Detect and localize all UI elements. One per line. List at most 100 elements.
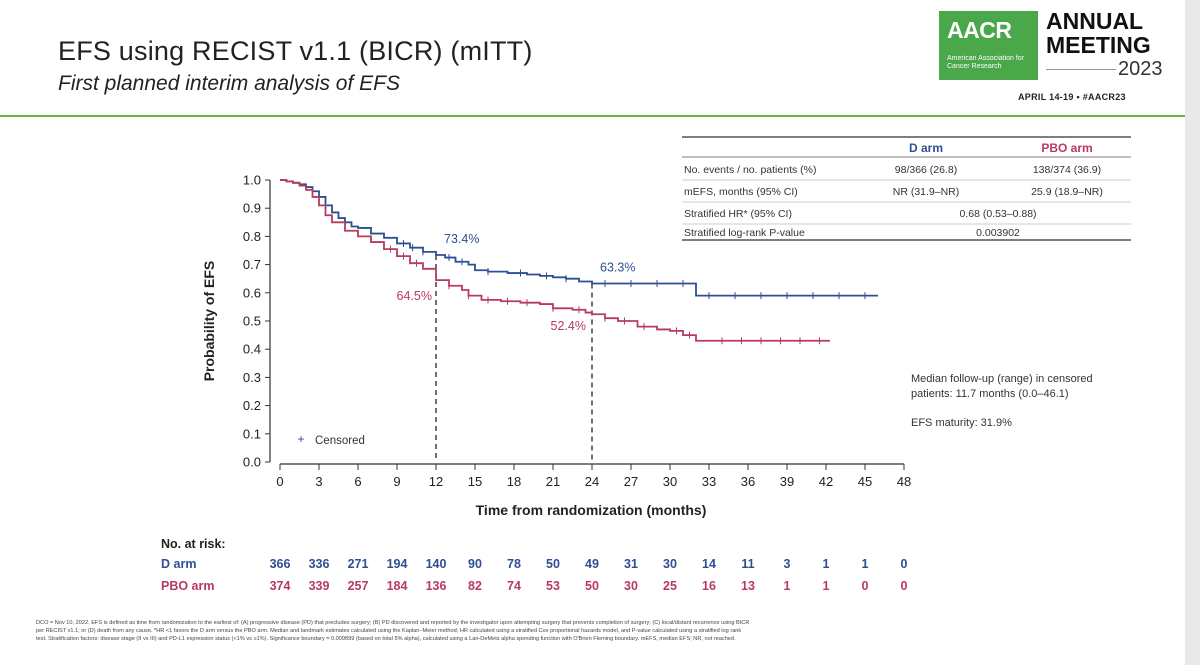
risk-value: 366 <box>270 557 291 571</box>
stats-col-header-pbo: PBO arm <box>1041 141 1092 155</box>
stats-row-merged-value: 0.68 (0.53–0.88) <box>959 208 1036 220</box>
aacr-logo-text: AACR <box>947 17 1012 43</box>
slide-subtitle: First planned interim analysis of EFS <box>58 72 400 95</box>
risk-value: 271 <box>348 557 369 571</box>
risk-value: 90 <box>468 557 482 571</box>
footnote-line: DCO = Nov 10, 2022. EFS is defined as ti… <box>36 620 750 626</box>
x-tick-label: 18 <box>507 474 521 489</box>
risk-value: 336 <box>309 557 330 571</box>
risk-value: 1 <box>784 579 791 593</box>
risk-table-title: No. at risk: <box>161 537 226 551</box>
stats-row-merged-value: 0.003902 <box>976 227 1020 239</box>
y-tick-label: 0.9 <box>243 201 261 216</box>
meeting-dates: APRIL 14-19 • #AACR23 <box>1018 92 1126 102</box>
footnote-line: test. Stratification factors: disease st… <box>36 636 736 642</box>
risk-value: 74 <box>507 579 521 593</box>
y-tick-label: 0.7 <box>243 257 261 272</box>
risk-value: 14 <box>702 557 716 571</box>
risk-value: 1 <box>862 557 869 571</box>
aacr-org-name: American Association for Cancer Research <box>947 55 1025 70</box>
x-tick-label: 36 <box>741 474 755 489</box>
x-tick-label: 30 <box>663 474 677 489</box>
risk-value: 0 <box>901 557 908 571</box>
risk-value: 1 <box>823 557 830 571</box>
meeting-year: 2023 <box>1118 58 1163 80</box>
y-tick-label: 0.3 <box>243 370 261 385</box>
km-curve-d-arm <box>280 179 878 297</box>
risk-value: 184 <box>387 579 408 593</box>
risk-value: 30 <box>624 579 638 593</box>
landmark-label: 73.4% <box>444 232 479 246</box>
y-ticks: 0.0 0.1 0.2 0.3 0.4 0.5 0.6 0.7 0.8 0.9 1.0 <box>243 173 270 470</box>
landmark-label: 64.5% <box>397 289 432 303</box>
stats-col-header-d: D arm <box>909 141 943 155</box>
stats-row-pbo-value: 25.9 (18.9–NR) <box>1031 186 1103 198</box>
risk-row-label-pbo: PBO arm <box>161 579 215 593</box>
risk-value: 136 <box>426 579 447 593</box>
risk-value: 16 <box>702 579 716 593</box>
x-tick-label: 39 <box>780 474 794 489</box>
risk-value: 25 <box>663 579 677 593</box>
x-tick-label: 42 <box>819 474 833 489</box>
censored-legend-label: Censored <box>315 435 365 447</box>
x-axis-title: Time from randomization (months) <box>476 502 707 518</box>
stats-row-label: mEFS, months (95% CI) <box>684 186 798 198</box>
risk-value: 78 <box>507 557 521 571</box>
stats-row-d-value: 98/366 (26.8) <box>895 164 957 176</box>
x-tick-label: 9 <box>393 474 400 489</box>
risk-value: 11 <box>741 557 754 571</box>
risk-value: 30 <box>663 557 677 571</box>
x-axis: 0 3 6 9 12 15 18 21 24 27 30 33 36 39 42 45 48 <box>276 463 911 489</box>
y-tick-label: 0.0 <box>243 455 261 470</box>
x-ticks: 0 3 6 9 12 15 18 21 24 27 30 33 36 39 42 45 48 <box>276 464 911 489</box>
x-tick-label: 12 <box>429 474 443 489</box>
km-chart: D arm PBO arm No. events / no. patients … <box>161 136 1131 593</box>
landmark-labels: 73.4% 63.3% 64.5% 52.4% <box>397 232 636 333</box>
y-tick-label: 0.8 <box>243 229 261 244</box>
risk-value: 194 <box>387 557 408 571</box>
risk-value: 1 <box>823 579 830 593</box>
x-tick-label: 21 <box>546 474 560 489</box>
stats-row-label: No. events / no. patients (%) <box>684 164 816 176</box>
followup-note: Median follow-up (range) in censored pati… <box>911 373 1093 400</box>
landmark-label: 63.3% <box>600 260 635 274</box>
legend: + Censored <box>297 432 364 447</box>
x-tick-label: 15 <box>468 474 482 489</box>
window-edge <box>1185 0 1200 665</box>
stats-row-label: Stratified log-rank P-value <box>684 227 805 239</box>
header-divider <box>0 115 1185 117</box>
meeting-label: MEETING <box>1046 32 1151 58</box>
risk-value: 82 <box>468 579 482 593</box>
risk-value: 50 <box>585 579 599 593</box>
slide-title: EFS using RECIST v1.1 (BICR) (mITT) <box>58 36 533 66</box>
footnote: DCO = Nov 10, 2022. EFS is defined as ti… <box>36 619 1146 643</box>
landmark-label: 52.4% <box>551 319 586 333</box>
y-tick-label: 0.4 <box>243 342 261 357</box>
y-tick-label: 0.6 <box>243 285 261 300</box>
risk-row-label-d: D arm <box>161 557 196 571</box>
risk-value: 13 <box>741 579 755 593</box>
stats-row-label: Stratified HR* (95% CI) <box>684 208 792 220</box>
x-tick-label: 6 <box>354 474 361 489</box>
annual-label: ANNUAL <box>1046 8 1144 34</box>
stats-row-d-value: NR (31.9–NR) <box>893 186 960 198</box>
risk-value: 257 <box>348 579 369 593</box>
footnote-line: per RECIST v1.1; or (D) death from any c… <box>36 628 742 634</box>
x-tick-label: 45 <box>858 474 872 489</box>
y-tick-label: 0.5 <box>243 314 261 329</box>
y-tick-label: 1.0 <box>243 173 261 188</box>
stats-row-pbo-value: 138/374 (36.9) <box>1033 164 1101 176</box>
risk-value: 374 <box>270 579 291 593</box>
x-tick-label: 33 <box>702 474 716 489</box>
risk-value: 339 <box>309 579 330 593</box>
year-divider <box>1046 69 1116 70</box>
stats-table: D arm PBO arm No. events / no. patients … <box>682 136 1131 241</box>
y-axis-title: Probability of EFS <box>201 261 217 382</box>
maturity-note: EFS maturity: 31.9% <box>911 417 1012 429</box>
risk-value: 0 <box>862 579 869 593</box>
risk-value: 50 <box>546 557 560 571</box>
y-tick-label: 0.1 <box>243 426 261 441</box>
censored-legend-icon: + <box>297 432 304 446</box>
